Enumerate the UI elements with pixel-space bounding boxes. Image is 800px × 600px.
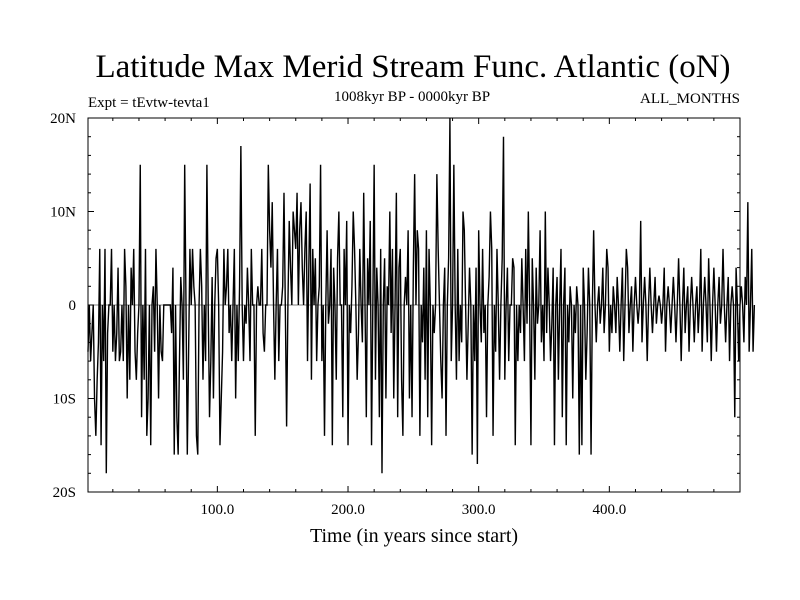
y-tick-label: 10N	[50, 205, 76, 221]
series-line-0	[87, 117, 756, 474]
y-tick-label: 10S	[53, 392, 76, 408]
experiment-label: Expt = tEvtw-tevta1	[88, 95, 210, 111]
chart-title: Latitude Max Merid Stream Func. Atlantic…	[95, 49, 730, 85]
y-tick-label: 20N	[50, 111, 76, 127]
y-tick-label: 20S	[53, 485, 76, 501]
y-tick-label: 0	[69, 298, 77, 314]
months-label: ALL_MONTHS	[640, 91, 740, 107]
period-label: 1008kyr BP - 0000kyr BP	[334, 89, 490, 105]
x-tick-label: 100.0	[200, 502, 234, 518]
x-tick-label: 400.0	[592, 502, 626, 518]
x-tick-label: 200.0	[331, 502, 365, 518]
x-axis-label: Time (in years since start)	[310, 525, 518, 547]
x-tick-label: 300.0	[462, 502, 496, 518]
